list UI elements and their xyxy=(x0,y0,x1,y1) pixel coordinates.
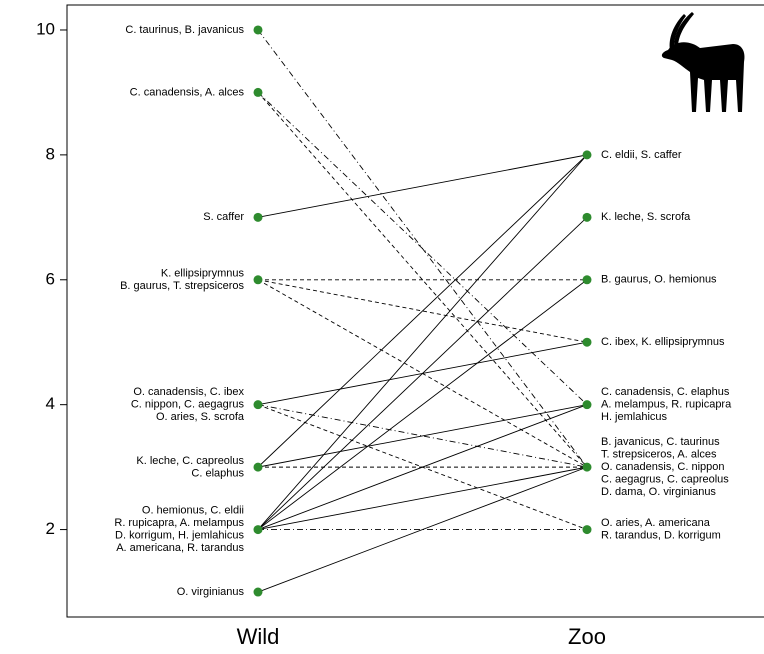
point-label: O. canadensis, C. ibex xyxy=(133,386,244,398)
point-label: D. korrigum, H. jemlahicus xyxy=(115,530,244,542)
point-label: C. canadensis, C. elaphus xyxy=(601,386,730,398)
animal-icon xyxy=(662,12,745,112)
link-line xyxy=(258,155,587,530)
point xyxy=(254,25,263,34)
point-label: A. melampus, R. rupicapra xyxy=(601,399,732,411)
point-label: C. eldii, S. caffer xyxy=(601,149,682,161)
point-label: B. gaurus, O. hemionus xyxy=(601,274,717,286)
point-label: O. canadensis, C. nippon xyxy=(601,461,725,473)
point-label: R. rupicapra, A. melampus xyxy=(114,517,244,529)
y-tick-label: 8 xyxy=(46,144,55,163)
point-label: R. tarandus, D. korrigum xyxy=(601,530,721,542)
y-tick-label: 2 xyxy=(46,519,55,538)
point-label: C. elaphus xyxy=(191,467,244,479)
point-label: K. ellipsiprymnus xyxy=(161,267,245,279)
point xyxy=(254,525,263,534)
link-line xyxy=(258,467,587,529)
y-tick-label: 10 xyxy=(36,19,55,38)
point xyxy=(254,213,263,222)
point-label: C. taurinus, B. javanicus xyxy=(125,24,244,36)
point xyxy=(254,88,263,97)
point-label: B. gaurus, T. strepsiceros xyxy=(120,280,244,292)
point-label: T. strepsiceros, A. alces xyxy=(601,449,717,461)
point-label: D. dama, O. virginianus xyxy=(601,486,716,498)
point-label: C. ibex, K. ellipsiprymnus xyxy=(601,336,725,348)
point-label: A. americana, R. tarandus xyxy=(116,542,244,554)
point-label: S. caffer xyxy=(203,211,244,223)
point xyxy=(583,463,592,472)
link-line xyxy=(258,155,587,217)
link-line xyxy=(258,217,587,529)
x-category-label: Wild xyxy=(237,624,280,649)
y-tick-label: 6 xyxy=(46,269,55,288)
point-label: K. leche, C. capreolus xyxy=(136,455,244,467)
point xyxy=(583,213,592,222)
point-label: O. aries, A. americana xyxy=(601,517,711,529)
link-line xyxy=(258,467,587,592)
point-label: H. jemlahicus xyxy=(601,411,668,423)
point xyxy=(583,275,592,284)
x-category-label: Zoo xyxy=(568,624,606,649)
point xyxy=(583,400,592,409)
point xyxy=(254,400,263,409)
point-label: B. javanicus, C. taurinus xyxy=(601,436,720,448)
point-label: C. canadensis, A. alces xyxy=(130,86,245,98)
link-line xyxy=(258,155,587,467)
point-label: C. aegagrus, C. capreolus xyxy=(601,474,729,486)
point-label: O. aries, S. scrofa xyxy=(156,411,245,423)
point-label: O. virginianus xyxy=(177,586,245,598)
point xyxy=(583,338,592,347)
point-label: C. nippon, C. aegagrus xyxy=(131,399,245,411)
link-line xyxy=(258,280,587,530)
link-line xyxy=(258,92,587,404)
point xyxy=(583,150,592,159)
y-tick-label: 4 xyxy=(46,394,55,413)
point xyxy=(583,525,592,534)
point xyxy=(254,275,263,284)
point-label: O. hemionus, C. eldii xyxy=(142,505,244,517)
point xyxy=(254,588,263,597)
chart: 2 4 6 8 10 Wild C. taurinus, B. javanicus C. ca… xyxy=(0,0,764,654)
point xyxy=(254,463,263,472)
point-label: K. leche, S. scrofa xyxy=(601,211,691,223)
